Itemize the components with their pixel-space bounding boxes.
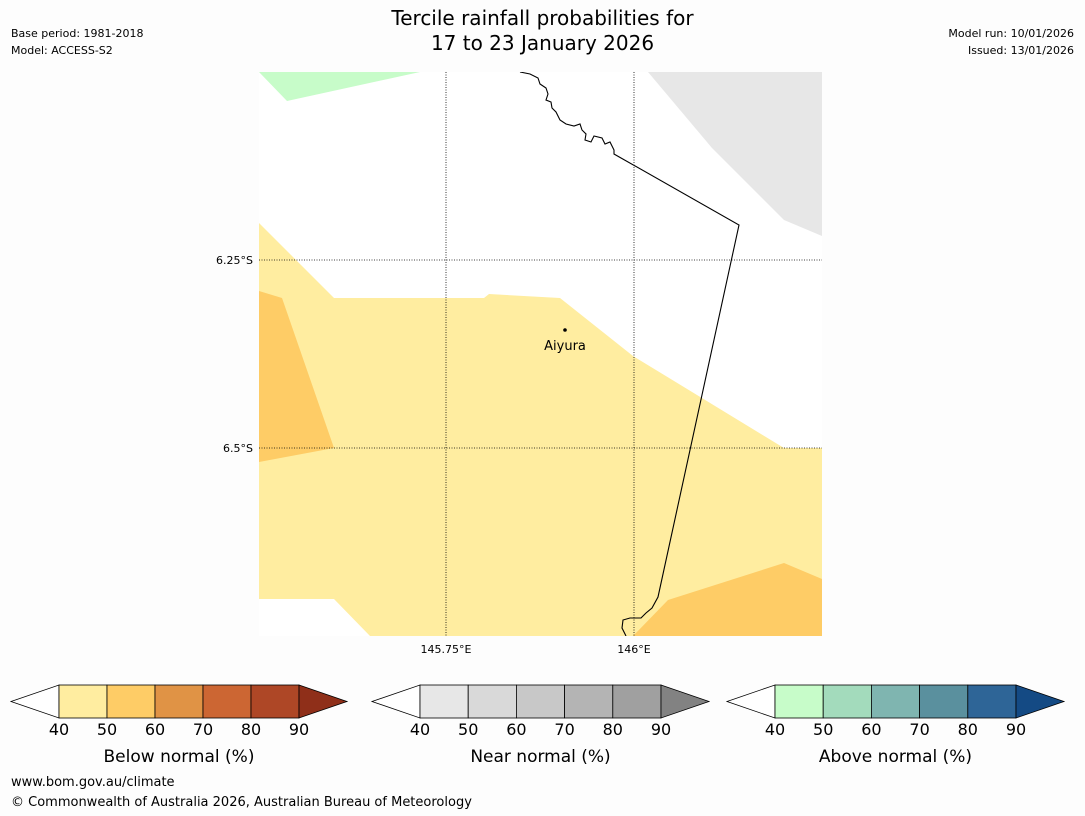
colorbar-above-tick-label: 70: [909, 720, 929, 739]
colorbar-above-segment: [967, 684, 1017, 719]
colorbar-below-segment: [154, 684, 204, 719]
colorbar-above-tick-label: 90: [1006, 720, 1026, 739]
colorbar-below-tick-label: 80: [241, 720, 261, 739]
colorbar-above-tick-label: 80: [958, 720, 978, 739]
colorbar-near-segment: [516, 684, 566, 719]
colorbar-below-tick-label: 90: [289, 720, 309, 739]
title-line-2: 17 to 23 January 2026: [430, 31, 655, 55]
colorbar-above-tick-label: 50: [813, 720, 833, 739]
page-title: Tercile rainfall probabilities for 17 to…: [0, 6, 1085, 56]
colorbar-near-tick-label: 70: [554, 720, 574, 739]
colorbar-below-segment: [250, 684, 300, 719]
colorbar-above-label: Above normal (%): [819, 747, 972, 767]
lat-label-6-25: 6.25°S: [216, 254, 253, 267]
region-below-40-50: [259, 223, 822, 636]
colorbar-above-segment: [822, 684, 872, 719]
colorbar-above-over-triangle: [1015, 684, 1066, 719]
colorbar-near-segment: [564, 684, 614, 719]
colorbar-below-under-triangle: [9, 684, 60, 719]
colorbar-near-label: Near normal (%): [470, 747, 610, 767]
colorbar-below-tick-label: 40: [49, 720, 69, 739]
lat-label-6-5: 6.5°S: [223, 442, 253, 455]
colorbar-near-tick-label: 40: [410, 720, 430, 739]
footer-copyright: © Commonwealth of Australia 2026, Austra…: [11, 795, 472, 810]
footer-url: www.bom.gov.au/climate: [11, 775, 175, 790]
colorbar-near-tick-label: 50: [458, 720, 478, 739]
colorbar-above-segment: [774, 684, 824, 719]
model-run: Model run: 10/01/2026: [948, 27, 1074, 40]
colorbar-near-tick-label: 90: [651, 720, 671, 739]
colorbar-near-segment: [467, 684, 517, 719]
colorbar-above-segment: [919, 684, 969, 719]
title-line-1: Tercile rainfall probabilities for: [391, 6, 694, 30]
issued-date: Issued: 13/01/2026: [967, 44, 1074, 57]
colorbar-below-segment: [202, 684, 252, 719]
colorbar-near-tick-label: 60: [506, 720, 526, 739]
colorbar-below: 40 50 60 70 80 90 Below normal (%): [9, 684, 349, 767]
colorbar-below-tick-label: 50: [97, 720, 117, 739]
colorbar-above: 40 50 60 70 80 90 Above normal (%): [725, 684, 1066, 767]
region-above-40-50: [259, 72, 420, 101]
region-below-50-60-southeast: [633, 563, 822, 636]
region-below-50-60-west: [259, 291, 334, 462]
colorbar-below-over-triangle: [298, 684, 349, 719]
colorbar-near-tick-label: 80: [603, 720, 623, 739]
colorbar-below-segment: [106, 684, 156, 719]
place-label-aiyura: Aiyura: [544, 339, 586, 354]
colorbar-below-segment: [58, 684, 108, 719]
map-plot-area: [259, 72, 822, 636]
colorbars: 40 50 60 70 80 90 Below normal (%) 40 50 60 70 80 90…: [9, 684, 1066, 767]
header-left: Base period: 1981-2018 Model: ACCESS-S2: [11, 25, 143, 59]
colorbar-near-segment: [419, 684, 469, 719]
colorbar-above-tick-label: 60: [861, 720, 881, 739]
lon-label-146: 146°E: [617, 643, 650, 656]
header-right: Model run: 10/01/2026 Issued: 13/01/2026: [948, 25, 1074, 59]
colorbar-above-under-triangle: [725, 684, 776, 719]
base-period: Base period: 1981-2018: [11, 27, 144, 40]
colorbar-above-segment: [871, 684, 921, 719]
place-marker-aiyura: [563, 328, 567, 332]
colorbar-below-tick-label: 60: [145, 720, 165, 739]
region-near-40-50: [648, 72, 822, 236]
colorbar-below-tick-label: 70: [193, 720, 213, 739]
colorbar-near: 40 50 60 70 80 90 Near normal (%): [370, 684, 711, 767]
colorbar-above-tick-label: 40: [765, 720, 785, 739]
colorbar-below-label: Below normal (%): [104, 747, 255, 767]
border-line: [519, 72, 740, 636]
colorbar-near-under-triangle: [370, 684, 421, 719]
colorbar-near-segment: [612, 684, 662, 719]
model-name: Model: ACCESS-S2: [11, 44, 113, 57]
colorbar-near-over-triangle: [660, 684, 711, 719]
lon-label-145-75: 145.75°E: [421, 643, 472, 656]
